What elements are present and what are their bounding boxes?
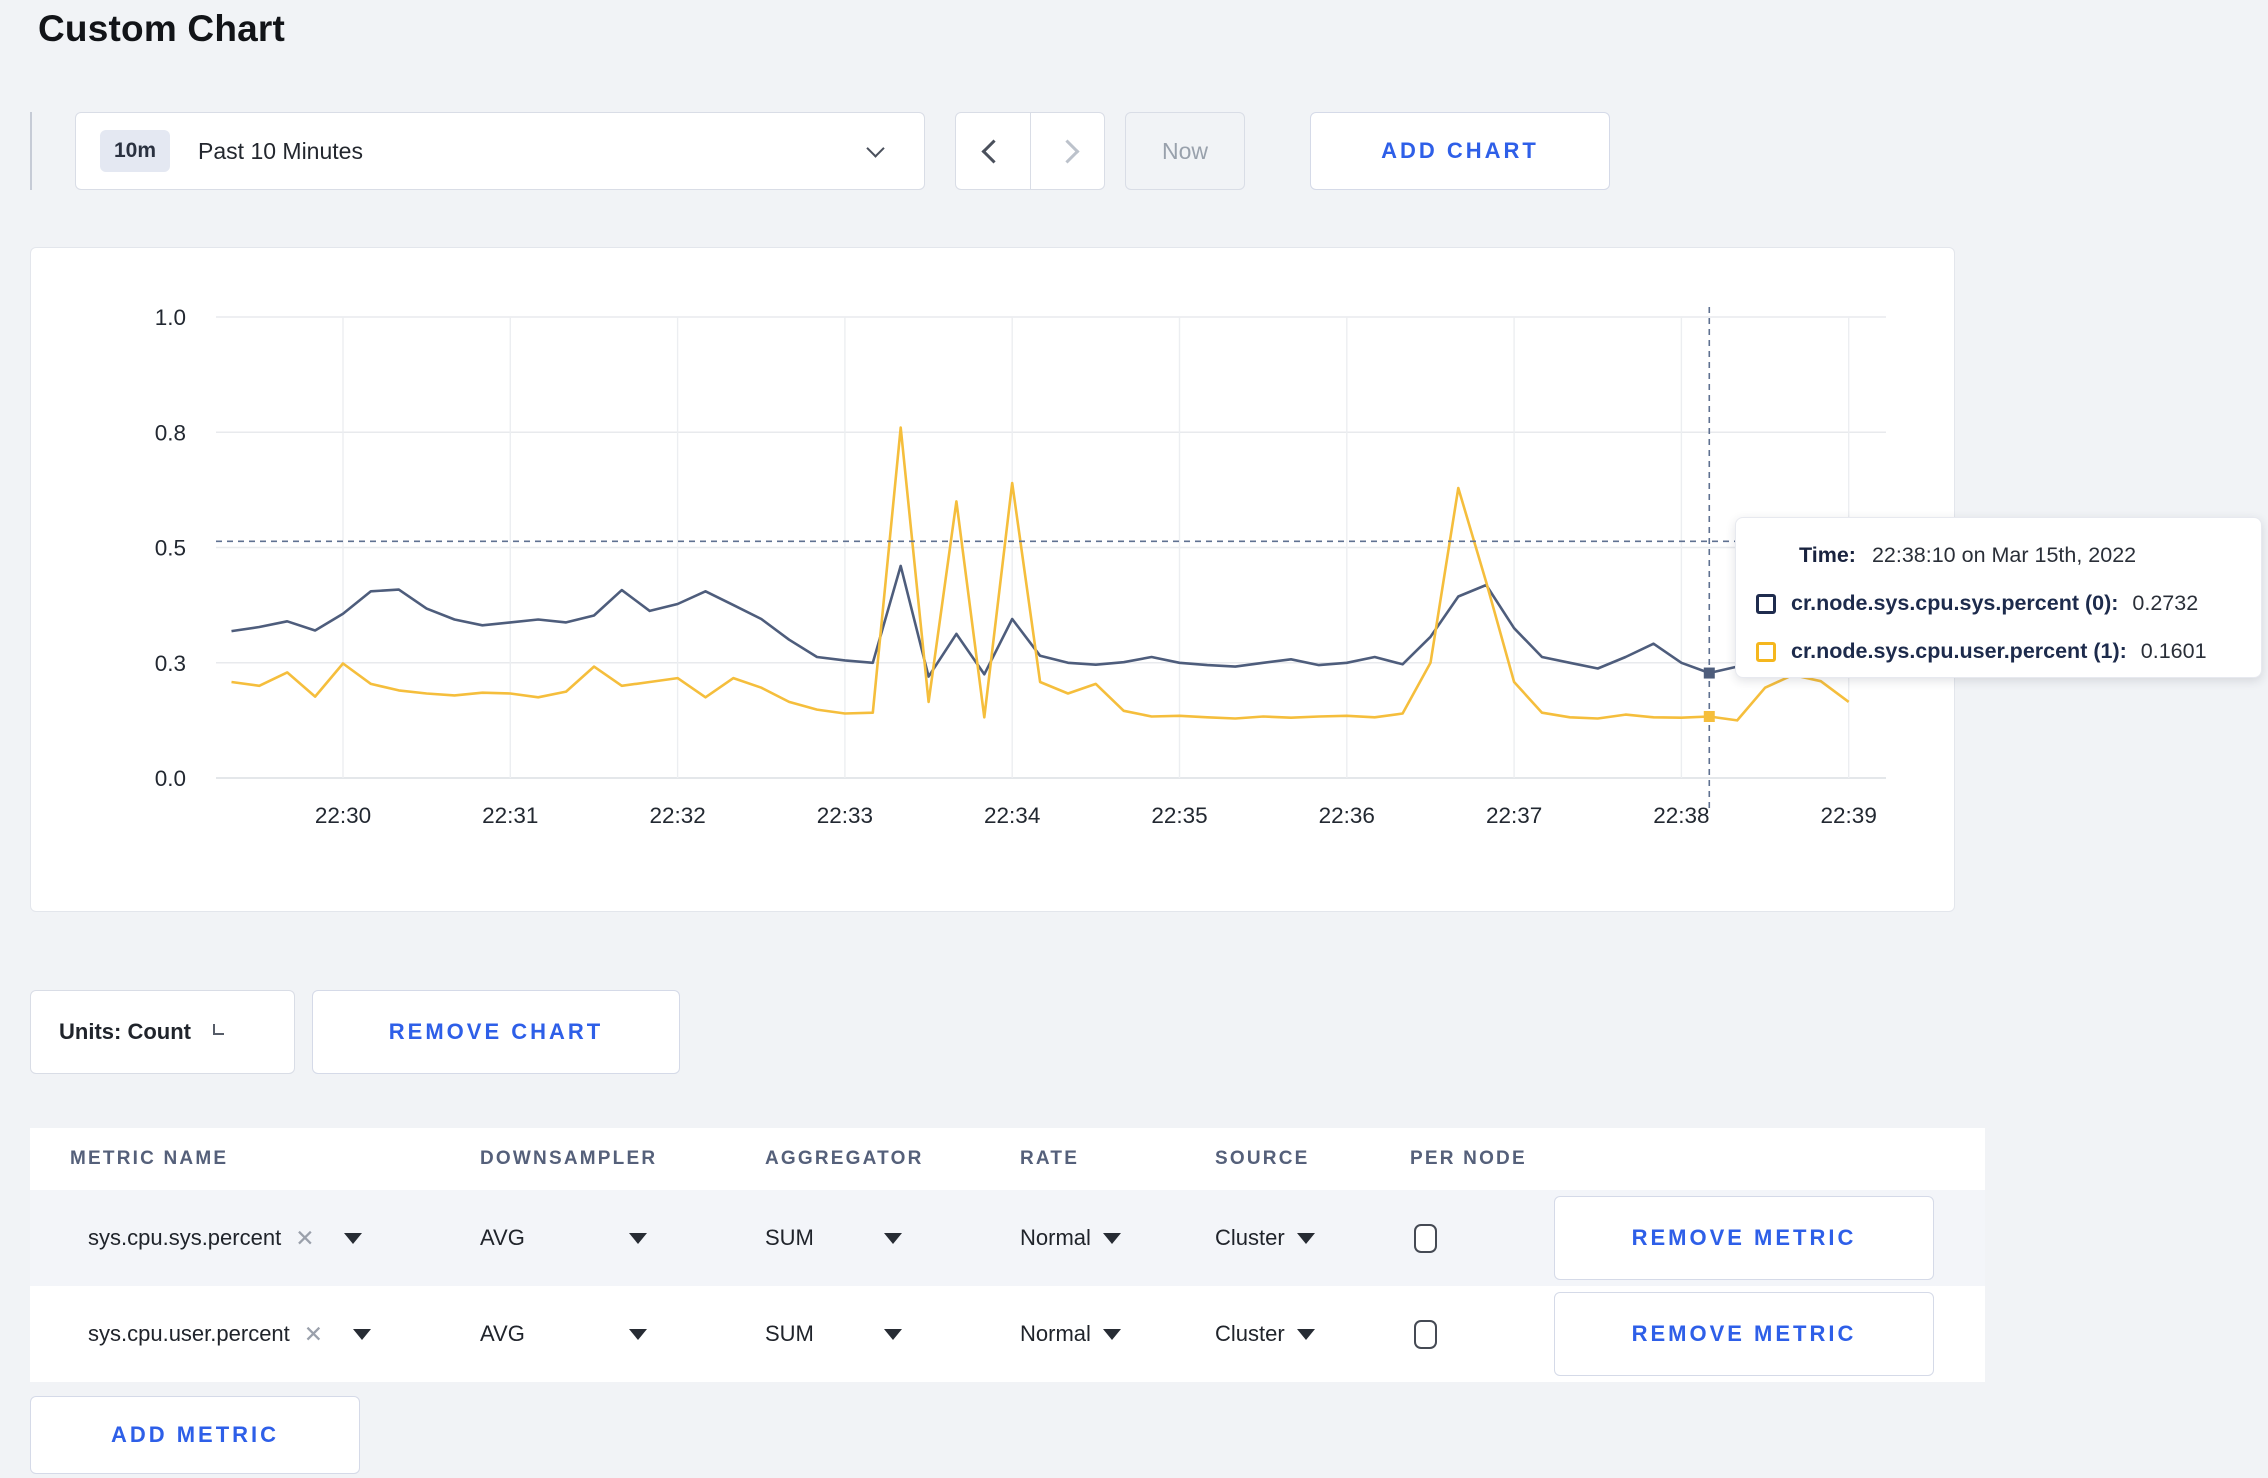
chevron-down-icon — [866, 138, 885, 158]
tooltip-time-label: Time: — [1799, 543, 1856, 567]
add-chart-button[interactable]: ADD CHART — [1310, 112, 1610, 190]
svg-text:22:30: 22:30 — [315, 803, 371, 828]
table-row: sys.cpu.sys.percent ✕ AVG SUM Normal Clu… — [30, 1190, 1985, 1286]
time-range-label: Past 10 Minutes — [198, 137, 363, 164]
caret-down-icon — [344, 1232, 363, 1244]
downsampler-value: AVG — [480, 1225, 525, 1250]
rate-select[interactable]: Normal — [974, 1321, 1169, 1347]
caret-down-icon — [1296, 1328, 1315, 1340]
column-header-rate: RATE — [1020, 1148, 1080, 1169]
tooltip-time-value: 22:38:10 on Mar 15th, 2022 — [1871, 543, 2137, 567]
chevron-down-icon — [212, 1024, 224, 1035]
source-select[interactable]: Cluster — [1169, 1321, 1364, 1347]
caret-down-icon — [353, 1328, 372, 1340]
tooltip-metric-name: cr.node.sys.cpu.user.percent (1): — [1791, 639, 2127, 663]
metric-name-select[interactable]: sys.cpu.user.percent ✕ — [42, 1321, 434, 1348]
rate-select[interactable]: Normal — [974, 1225, 1169, 1251]
aggregator-select[interactable]: SUM — [719, 1321, 974, 1347]
metric-name-value: sys.cpu.user.percent — [88, 1321, 290, 1346]
svg-text:22:37: 22:37 — [1486, 803, 1542, 828]
chevron-right-icon — [1055, 138, 1080, 164]
per-node-checkbox[interactable] — [1414, 1223, 1437, 1253]
per-node-checkbox[interactable] — [1414, 1319, 1437, 1349]
column-header-downsampler: DOWNSAMPLER — [480, 1148, 658, 1169]
svg-text:22:33: 22:33 — [817, 803, 873, 828]
clear-metric-icon[interactable]: ✕ — [303, 1320, 324, 1347]
aggregator-select[interactable]: SUM — [719, 1225, 974, 1251]
metrics-table: METRIC NAME DOWNSAMPLER AGGREGATOR RATE … — [30, 1128, 1985, 1382]
rate-value: Normal — [1020, 1225, 1091, 1250]
tooltip-metric-name: cr.node.sys.cpu.sys.percent (0): — [1791, 591, 2119, 615]
metric-name-value: sys.cpu.sys.percent — [88, 1225, 282, 1250]
svg-text:0.5: 0.5 — [155, 536, 186, 561]
caret-down-icon — [1102, 1232, 1121, 1244]
toolbar-divider — [30, 112, 32, 190]
caret-down-icon — [1102, 1328, 1121, 1340]
svg-text:22:38: 22:38 — [1653, 803, 1709, 828]
remove-metric-button[interactable]: REMOVE METRIC — [1554, 1196, 1934, 1280]
caret-down-icon — [629, 1328, 647, 1340]
next-range-button[interactable] — [1030, 113, 1104, 189]
rate-value: Normal — [1020, 1321, 1091, 1346]
clear-metric-icon[interactable]: ✕ — [295, 1224, 315, 1251]
metric-name-select[interactable]: sys.cpu.sys.percent ✕ — [42, 1225, 434, 1252]
add-metric-button[interactable]: ADD METRIC — [30, 1396, 360, 1474]
downsampler-value: AVG — [480, 1321, 525, 1346]
source-value: Cluster — [1215, 1321, 1285, 1346]
svg-text:22:39: 22:39 — [1821, 803, 1877, 828]
caret-down-icon — [1296, 1232, 1315, 1244]
aggregator-value: SUM — [765, 1225, 814, 1250]
svg-text:1.0: 1.0 — [155, 305, 186, 330]
time-range-select[interactable]: 10m Past 10 Minutes — [75, 112, 925, 190]
chevron-left-icon — [980, 138, 1006, 164]
units-label: Units: Count — [59, 1019, 191, 1044]
column-header-source: SOURCE — [1215, 1148, 1310, 1169]
time-range-badge: 10m — [100, 130, 171, 172]
column-header-per-node: PER NODE — [1410, 1148, 1527, 1169]
sys-percent-legend-swatch-icon — [1756, 593, 1776, 614]
cpu-usage-chart[interactable]: 0.0 0.3 0.5 0.8 1.0 22:30 22:31 22:32 22:33 22:34… — [31, 248, 1954, 911]
svg-text:22:31: 22:31 — [482, 803, 538, 828]
time-range-arrows — [955, 112, 1105, 190]
prev-range-button[interactable] — [956, 113, 1030, 189]
caret-down-icon — [629, 1232, 647, 1244]
aggregator-value: SUM — [765, 1321, 814, 1346]
svg-text:22:34: 22:34 — [984, 803, 1040, 828]
source-value: Cluster — [1215, 1225, 1285, 1250]
now-button[interactable]: Now — [1125, 112, 1245, 190]
svg-text:0.3: 0.3 — [155, 651, 186, 676]
svg-text:22:35: 22:35 — [1151, 803, 1207, 828]
metrics-table-header: METRIC NAME DOWNSAMPLER AGGREGATOR RATE … — [30, 1128, 1985, 1190]
svg-text:0.0: 0.0 — [155, 766, 186, 791]
tooltip-metric-value: 0.1601 — [2140, 639, 2207, 663]
remove-chart-button[interactable]: REMOVE CHART — [312, 990, 680, 1074]
user-percent-legend-swatch-icon — [1756, 641, 1776, 662]
remove-metric-button[interactable]: REMOVE METRIC — [1554, 1292, 1934, 1376]
source-select[interactable]: Cluster — [1169, 1225, 1364, 1251]
table-row: sys.cpu.user.percent ✕ AVG SUM Normal Cl… — [30, 1286, 1985, 1382]
units-select[interactable]: Units: Count — [30, 990, 295, 1074]
downsampler-select[interactable]: AVG — [434, 1225, 719, 1251]
column-header-metric-name: METRIC NAME — [70, 1148, 229, 1169]
chart-card: 0.0 0.3 0.5 0.8 1.0 22:30 22:31 22:32 22:33 22:34… — [30, 247, 1955, 912]
caret-down-icon — [884, 1328, 902, 1340]
svg-text:22:32: 22:32 — [649, 803, 705, 828]
chart-tooltip: Time: 22:38:10 on Mar 15th, 2022 cr.node… — [1735, 517, 2262, 678]
downsampler-select[interactable]: AVG — [434, 1321, 719, 1347]
tooltip-metric-value: 0.2732 — [2132, 591, 2199, 615]
caret-down-icon — [884, 1232, 902, 1244]
svg-text:0.8: 0.8 — [155, 420, 186, 445]
svg-text:22:36: 22:36 — [1319, 803, 1375, 828]
page-title: Custom Chart — [38, 8, 286, 49]
column-header-aggregator: AGGREGATOR — [765, 1148, 924, 1169]
